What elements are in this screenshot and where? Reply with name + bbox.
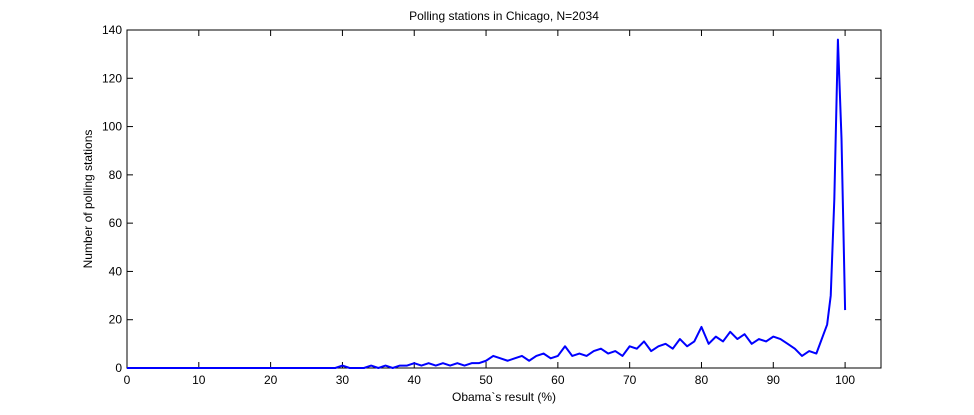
x-tick-label: 60 (551, 373, 565, 387)
x-tick-label: 70 (623, 373, 637, 387)
plot-frame (126, 29, 882, 369)
x-axis-label: Obama`s result (%) (452, 390, 556, 404)
y-tick-label: 20 (109, 313, 123, 327)
y-tick-label: 100 (102, 120, 122, 134)
y-tick-label: 0 (115, 361, 122, 375)
x-tick-label: 0 (124, 373, 131, 387)
y-tick-label: 120 (102, 71, 122, 85)
data-line (127, 38, 847, 369)
x-tick-label: 50 (479, 373, 493, 387)
x-tick-label: 100 (835, 373, 855, 387)
x-tick-label: 80 (695, 373, 709, 387)
x-tick-label: 20 (264, 373, 278, 387)
y-tick-label: 80 (109, 168, 123, 182)
y-tick-label: 140 (102, 23, 122, 37)
y-tick-label: 40 (109, 264, 123, 278)
y-axis-label: Number of polling stations (81, 130, 95, 269)
y-tick-label: 60 (109, 216, 123, 230)
x-tick-label: 30 (336, 373, 350, 387)
x-tick-label: 40 (408, 373, 422, 387)
x-tick-label: 90 (767, 373, 781, 387)
chart-title: Polling stations in Chicago, N=2034 (409, 9, 599, 23)
x-tick-label: 10 (192, 373, 206, 387)
